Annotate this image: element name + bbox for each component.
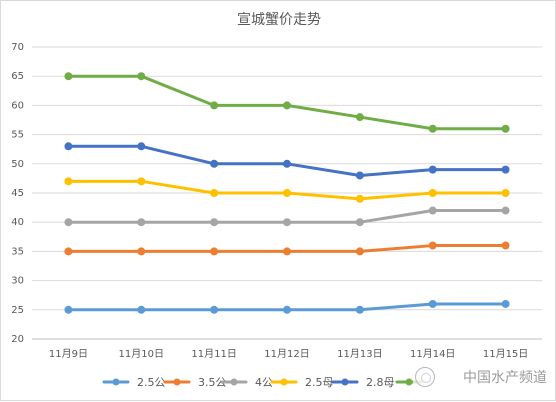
y-tick-label: 20 <box>11 334 24 345</box>
series-point-1-0 <box>64 247 73 256</box>
chart-title: 宣城蟹价走势 <box>237 12 321 28</box>
series-point-4-3 <box>283 159 291 168</box>
watermark-seal-icon <box>415 367 435 387</box>
legend-label-3: 2.5母 <box>305 376 334 389</box>
legend-marker-5 <box>405 378 413 386</box>
series-point-1-6 <box>501 241 510 250</box>
legend-marker-0 <box>112 378 120 386</box>
x-tick-label: 11月13日 <box>337 348 382 360</box>
series-point-1-5 <box>428 241 437 250</box>
legend-marker-4 <box>341 378 349 386</box>
y-tick-label: 60 <box>11 100 24 111</box>
series-point-4-4 <box>355 171 364 180</box>
legend-label-0: 2.5公 <box>137 376 166 389</box>
series-point-5-6 <box>501 124 510 133</box>
x-tick-label: 11月9日 <box>49 348 88 360</box>
series-point-3-4 <box>355 194 364 203</box>
series-point-3-3 <box>283 189 291 197</box>
series-point-4-1 <box>137 142 146 151</box>
series-layer <box>64 72 510 314</box>
series-point-4-2 <box>210 159 219 168</box>
series-point-2-4 <box>355 218 364 227</box>
y-tick-label: 25 <box>11 305 24 316</box>
series-point-3-5 <box>428 189 437 197</box>
series-point-5-5 <box>428 124 437 133</box>
y-tick-label: 40 <box>11 217 24 228</box>
watermark-text: 中国水产频道 <box>463 370 547 386</box>
series-point-1-1 <box>137 247 146 256</box>
series-point-0-6 <box>501 299 510 308</box>
x-tick-label: 11月12日 <box>264 348 309 360</box>
series-point-5-2 <box>210 101 219 110</box>
series-point-5-1 <box>137 72 146 81</box>
y-tick-label: 45 <box>11 188 24 199</box>
x-tick-label: 11月14日 <box>410 348 455 360</box>
series-point-0-3 <box>283 305 291 314</box>
y-tick-label: 65 <box>11 71 24 82</box>
legend-label-4: 2.8母 <box>366 376 395 389</box>
legend-marker-1 <box>173 378 181 386</box>
watermark: 中国水产频道 <box>413 364 549 392</box>
series-point-0-4 <box>355 305 364 314</box>
series-point-2-1 <box>137 218 146 227</box>
legend-marker-2 <box>230 378 238 386</box>
x-tick-label: 11月15日 <box>483 348 528 360</box>
series-point-4-5 <box>428 165 437 174</box>
series-point-1-2 <box>210 247 219 256</box>
y-tick-label: 30 <box>11 276 24 287</box>
series-point-5-3 <box>283 101 291 110</box>
series-point-3-2 <box>210 189 219 197</box>
series-point-2-2 <box>210 218 219 227</box>
y-tick-label: 55 <box>11 130 24 141</box>
y-tick-label: 50 <box>11 159 24 170</box>
series-point-2-0 <box>64 218 73 227</box>
legend-label-2: 4公 <box>255 376 273 389</box>
x-tick-label: 11月10日 <box>119 348 164 360</box>
series-point-3-1 <box>137 177 146 186</box>
series-point-5-4 <box>355 113 364 122</box>
legend-marker-3 <box>280 378 288 386</box>
series-point-0-0 <box>64 305 73 314</box>
series-point-4-0 <box>64 142 73 151</box>
y-tick-label: 35 <box>11 246 24 257</box>
series-point-0-5 <box>428 299 437 308</box>
series-point-2-3 <box>283 218 291 227</box>
series-point-2-6 <box>501 206 510 215</box>
legend-layer: 2.5公 3.5公 4公 2.5母 2.8母 <box>102 376 423 389</box>
series-point-3-6 <box>501 189 510 197</box>
x-tick-label: 11月11日 <box>191 348 236 360</box>
series-point-4-6 <box>501 165 510 174</box>
series-point-3-0 <box>64 177 73 186</box>
series-point-0-1 <box>137 305 146 314</box>
legend-label-1: 3.5公 <box>198 376 227 389</box>
series-point-1-3 <box>283 247 291 256</box>
series-point-1-4 <box>355 247 364 256</box>
series-point-2-5 <box>428 206 437 215</box>
y-tick-label: 70 <box>11 42 24 53</box>
axis-layer: 20 25 30 35 40 45 50 55 60 65 70 11月9日 11月10日 11月11日 1… <box>11 42 542 360</box>
grid-layer <box>32 46 542 311</box>
series-point-0-2 <box>210 305 219 314</box>
series-point-5-0 <box>64 72 73 81</box>
